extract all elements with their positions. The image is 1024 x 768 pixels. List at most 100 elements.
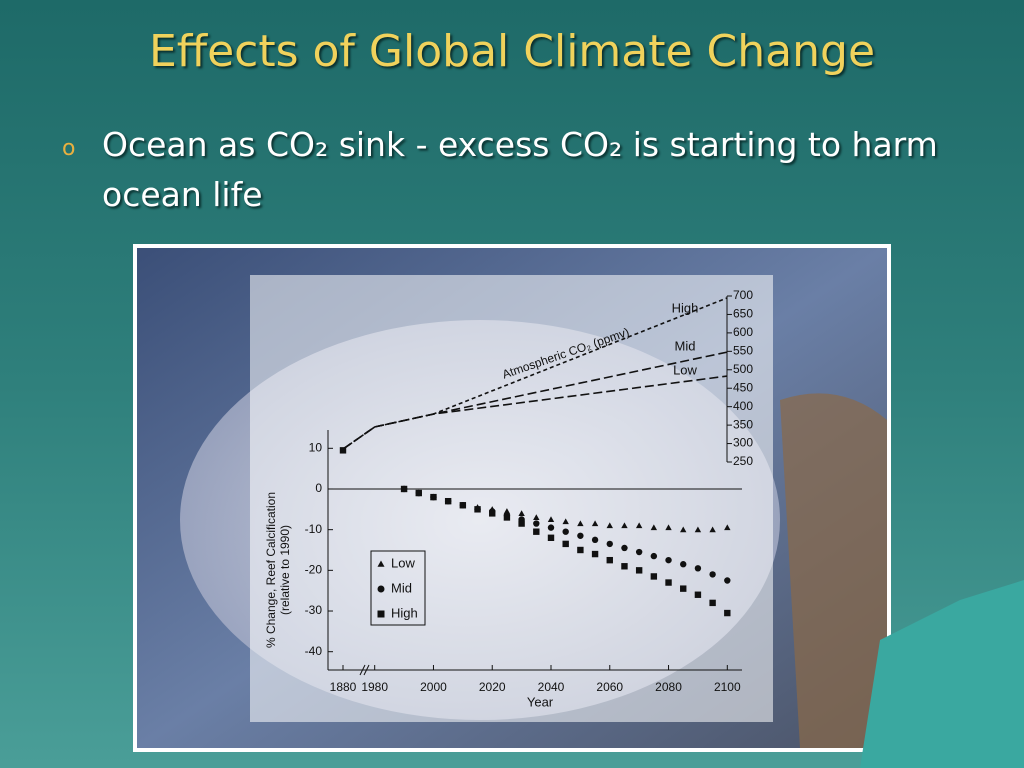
legend-marker bbox=[377, 610, 385, 618]
point bbox=[547, 516, 555, 523]
co2-line-label: High bbox=[672, 300, 699, 315]
point bbox=[547, 524, 555, 531]
point bbox=[606, 540, 613, 548]
y-tick-label: 0 bbox=[315, 481, 322, 495]
point bbox=[665, 556, 672, 564]
x-tick-label: 2060 bbox=[596, 680, 623, 694]
point bbox=[339, 447, 347, 454]
x-tick-label: 1880 bbox=[330, 680, 357, 694]
point bbox=[650, 552, 658, 560]
axis-break bbox=[359, 664, 370, 676]
point bbox=[709, 571, 716, 578]
y2-tick-label: 500 bbox=[733, 362, 753, 376]
y2-tick-label: 350 bbox=[733, 417, 753, 431]
legend-box bbox=[370, 550, 426, 626]
legend-marker bbox=[377, 560, 385, 567]
point bbox=[694, 526, 702, 533]
point bbox=[518, 510, 525, 516]
chart-panel bbox=[250, 275, 773, 722]
point bbox=[724, 524, 731, 531]
legend-marker bbox=[377, 585, 385, 593]
slide-title: Effects of Global Climate Change bbox=[148, 26, 876, 77]
y2-tick-label: 250 bbox=[733, 454, 753, 468]
point bbox=[606, 522, 613, 529]
point bbox=[635, 522, 643, 529]
point bbox=[577, 520, 584, 527]
bullet-text: Ocean as CO₂ sink - excess CO₂ is starti… bbox=[102, 125, 938, 214]
y2-tick-label: 550 bbox=[733, 344, 753, 358]
legend-label: Low bbox=[391, 555, 415, 570]
y-tick-label: 10 bbox=[309, 440, 323, 454]
bullet-marker: o bbox=[62, 136, 76, 161]
point bbox=[518, 520, 525, 527]
legend-label: High bbox=[391, 605, 418, 620]
point bbox=[533, 528, 540, 535]
point bbox=[503, 508, 511, 514]
point bbox=[650, 524, 658, 531]
point bbox=[724, 577, 731, 584]
y-tick-label: -40 bbox=[305, 644, 323, 658]
y-axis-label: % Change, Reef Calcification bbox=[264, 492, 278, 648]
point bbox=[430, 493, 437, 501]
point bbox=[533, 520, 540, 527]
point bbox=[650, 573, 658, 580]
point bbox=[577, 546, 584, 554]
point bbox=[562, 540, 569, 548]
x-tick-label: 2100 bbox=[714, 680, 741, 694]
point bbox=[621, 522, 628, 529]
point bbox=[459, 502, 467, 509]
y2-tick-label: 650 bbox=[733, 307, 753, 321]
x-tick-label: 2000 bbox=[420, 680, 447, 694]
point bbox=[724, 609, 731, 617]
point bbox=[591, 536, 599, 544]
point bbox=[665, 579, 672, 586]
y-axis-label: (relative to 1990) bbox=[278, 525, 292, 615]
point bbox=[415, 489, 422, 497]
point bbox=[680, 526, 687, 533]
y2-tick-label: 300 bbox=[733, 436, 753, 450]
point bbox=[474, 506, 481, 513]
y-tick-label: -30 bbox=[305, 603, 323, 617]
y2-tick-label: 450 bbox=[733, 380, 753, 394]
point bbox=[503, 514, 511, 521]
point bbox=[400, 485, 408, 493]
point bbox=[591, 520, 599, 527]
y-tick-label: -10 bbox=[305, 522, 323, 536]
x-tick-label: 2040 bbox=[538, 680, 565, 694]
point bbox=[489, 510, 496, 517]
point bbox=[680, 585, 687, 592]
point bbox=[577, 532, 584, 539]
legend-label: Mid bbox=[391, 580, 412, 595]
point bbox=[533, 514, 540, 521]
point bbox=[606, 556, 613, 564]
co2-line-label: Low bbox=[673, 362, 697, 377]
point bbox=[621, 563, 628, 570]
point bbox=[591, 550, 599, 558]
x-axis-label: Year bbox=[527, 694, 554, 709]
coral-brown bbox=[780, 393, 887, 748]
point bbox=[621, 544, 628, 552]
point bbox=[635, 548, 643, 556]
point bbox=[562, 528, 569, 535]
point bbox=[562, 518, 569, 525]
point bbox=[694, 565, 702, 572]
y2-tick-label: 400 bbox=[733, 399, 753, 413]
point bbox=[709, 599, 716, 607]
point bbox=[709, 526, 716, 533]
point bbox=[680, 561, 687, 568]
x-tick-label: 2020 bbox=[479, 680, 506, 694]
x-tick-label: 2080 bbox=[655, 680, 682, 694]
y2-tick-label: 700 bbox=[733, 288, 753, 302]
co2-line-label: Mid bbox=[675, 339, 696, 354]
y2-tick-label: 600 bbox=[733, 325, 753, 339]
y-tick-label: -20 bbox=[305, 563, 323, 577]
slide-decoration bbox=[860, 580, 1024, 768]
point bbox=[547, 534, 555, 541]
co2-line bbox=[342, 375, 728, 450]
point bbox=[694, 591, 702, 598]
point bbox=[665, 524, 672, 531]
point bbox=[444, 497, 452, 505]
x-tick-label: 1980 bbox=[361, 680, 388, 694]
